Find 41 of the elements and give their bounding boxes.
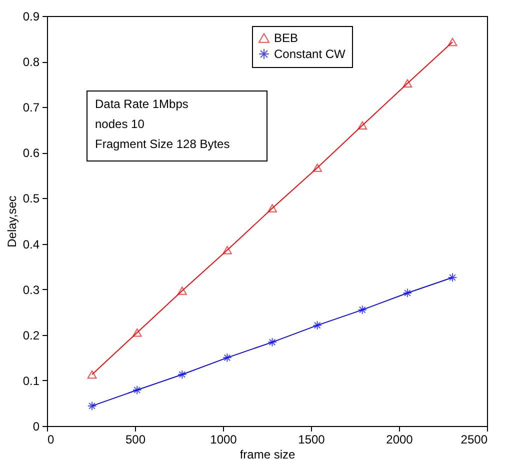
point <box>132 328 142 337</box>
x-tick-label: 2000 <box>386 432 414 446</box>
x-axis-title: frame size <box>240 448 296 462</box>
point <box>402 288 412 298</box>
y-tick-label: 0 <box>32 420 40 434</box>
point <box>358 305 368 315</box>
point <box>177 286 187 295</box>
x-tick-label: 0 <box>48 432 54 446</box>
annotation: Data Rate 1Mbps <box>95 97 188 111</box>
y-tick-label: 0.5 <box>22 192 40 206</box>
legend-label: Constant CW <box>274 47 346 61</box>
point <box>222 352 232 362</box>
x-tick-label: 1500 <box>298 432 326 446</box>
point <box>87 370 97 379</box>
point <box>358 121 368 130</box>
point <box>448 38 458 46</box>
point <box>312 320 322 330</box>
point <box>177 370 187 380</box>
annotation: nodes 10 <box>95 117 145 131</box>
point <box>312 164 322 172</box>
point <box>402 79 412 88</box>
point <box>268 337 277 347</box>
point <box>268 204 277 212</box>
y-tick-label: 0.3 <box>22 282 40 297</box>
x-tick-label: 2500 <box>460 432 488 446</box>
point <box>222 246 232 254</box>
y-tick-label: 0.2 <box>22 328 40 342</box>
y-tick-label: 0.6 <box>22 146 40 160</box>
y-axis-title: Delay,sec <box>4 196 19 248</box>
y-tick-label: 0.9 <box>22 10 40 24</box>
point <box>448 272 458 282</box>
legend-label: BEB <box>274 31 298 45</box>
y-tick-label: 0.4 <box>22 237 40 252</box>
x-tick-label: 500 <box>125 432 146 446</box>
x-tick-label: 1000 <box>210 432 238 446</box>
y-tick-label: 0.8 <box>22 55 40 70</box>
annotation: Fragment Size 128 Bytes <box>95 137 230 151</box>
point <box>132 385 142 395</box>
point <box>87 401 97 411</box>
y-tick-label: 0.1 <box>22 374 40 388</box>
y-tick-label: 0.7 <box>22 100 40 115</box>
